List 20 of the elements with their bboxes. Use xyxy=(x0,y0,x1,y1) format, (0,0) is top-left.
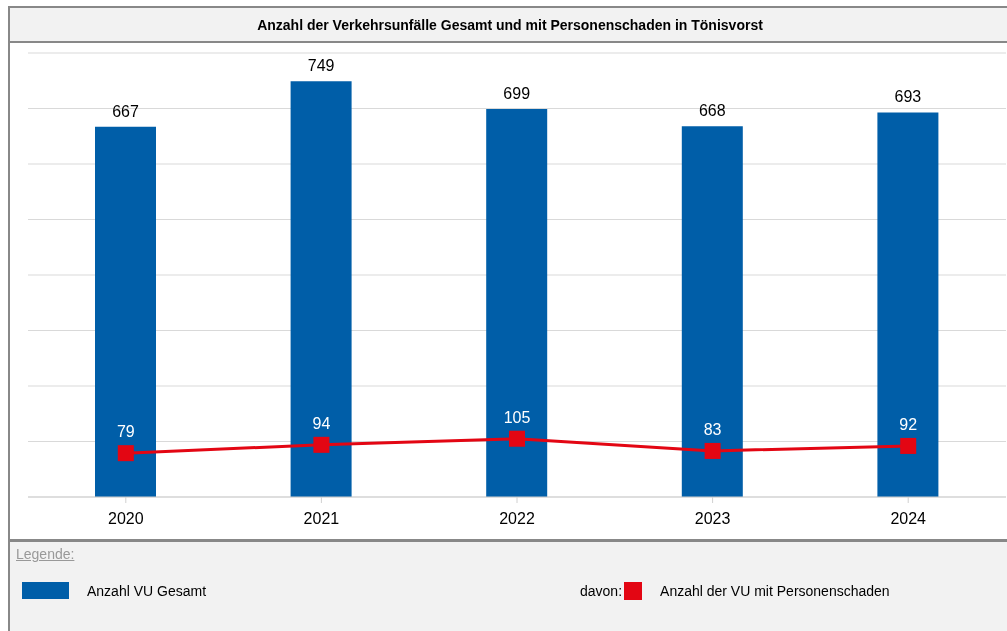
data-label: 667 xyxy=(112,102,139,120)
data-label: 83 xyxy=(703,420,722,438)
x-tick-label: 2022 xyxy=(499,510,535,528)
x-tick-label: 2021 xyxy=(303,510,340,528)
legend-label: Anzahl VU Gesamt xyxy=(87,582,207,599)
data-label: 693 xyxy=(894,88,922,106)
x-tick-label: 2024 xyxy=(890,510,927,528)
data-label: 699 xyxy=(503,85,531,103)
data-label: 749 xyxy=(307,57,335,75)
legend-label: Anzahl der VU mit Personenschaden xyxy=(660,583,890,599)
legend-title: Legende: xyxy=(16,546,75,562)
chart-title: Anzahl der Verkehrsunfälle Gesamt und mit Personenschaden in Tönisvorst xyxy=(257,16,763,33)
data-label: 79 xyxy=(116,423,135,441)
data-label: 105 xyxy=(503,408,531,426)
data-label: 94 xyxy=(312,414,331,432)
data-label: 92 xyxy=(899,415,918,433)
data-label: 668 xyxy=(698,102,726,120)
x-tick-label: 2020 xyxy=(108,510,144,528)
text: davon: xyxy=(580,583,623,599)
x-tick-label: 2023 xyxy=(694,510,731,528)
